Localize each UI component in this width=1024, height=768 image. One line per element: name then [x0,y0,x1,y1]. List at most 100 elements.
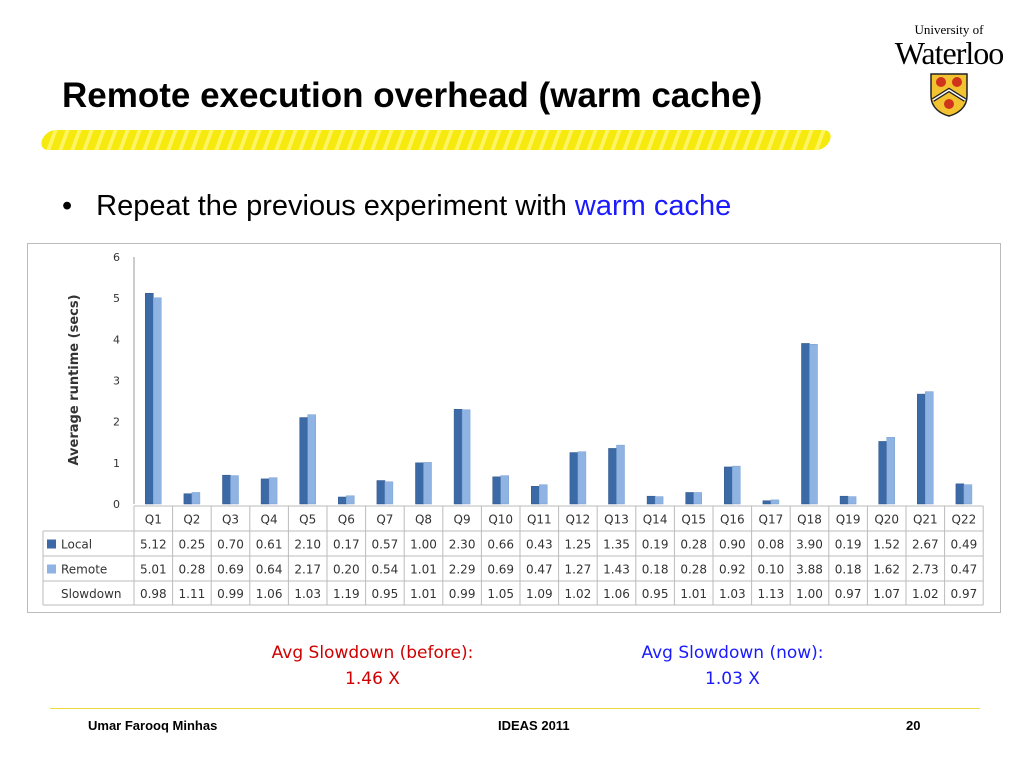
table-cell: 1.02 [912,587,939,601]
bar-remote-Q21 [925,391,934,505]
table-cell: 1.01 [680,587,707,601]
bar-remote-Q13 [616,444,625,505]
bar-local-Q10 [492,476,501,505]
table-cell: 0.49 [951,538,978,552]
table-cell: 0.28 [680,563,707,577]
table-cell: 1.52 [873,538,900,552]
bar-local-Q16 [724,466,733,505]
table-cell: 1.01 [410,563,437,577]
avg-before-value: 1.46 X [345,669,400,689]
x-tick-label: Q5 [299,513,316,527]
legend-label: Local [61,538,92,552]
bar-remote-Q22 [963,484,973,505]
x-tick-label: Q21 [913,513,938,527]
bar-local-Q4 [260,478,270,505]
table-cell: 0.99 [217,587,244,601]
bar-local-Q20 [878,441,887,505]
logo-text-top: University of [914,22,984,37]
table-cell: 1.07 [873,587,900,601]
bar-local-Q17 [762,500,772,505]
legend-label: Slowdown [61,587,122,601]
bar-remote-Q20 [886,437,895,505]
table-cell: 0.90 [719,538,746,552]
y-tick-label: 5 [113,292,120,305]
bar-local-Q12 [569,452,579,505]
table-cell: 0.98 [140,587,167,601]
bar-remote-Q15 [693,492,702,505]
table-cell: 0.47 [526,563,553,577]
table-cell: 0.19 [835,538,862,552]
table-cell: 1.03 [294,587,321,601]
bar-local-Q7 [376,480,386,505]
table-cell: 0.20 [333,563,360,577]
table-cell: 1.06 [256,587,283,601]
x-tick-label: Q15 [681,513,706,527]
table-cell: 5.01 [140,563,167,577]
table-cell: 2.10 [294,538,321,552]
table-cell: 0.69 [217,563,244,577]
university-logo: University of Waterloo [884,22,1014,118]
y-tick-label: 4 [113,333,120,346]
table-cell: 0.17 [333,538,360,552]
table-cell: 0.18 [835,563,862,577]
table-cell: 0.95 [372,587,399,601]
footer-page-number: 20 [906,718,921,733]
x-tick-label: Q4 [261,513,278,527]
table-cell: 3.90 [796,538,823,552]
avg-before-label: Avg Slowdown (before): [271,643,474,663]
bar-remote-Q9 [461,409,471,505]
chart-svg: 0 1 2 3 4 5 6 Average runtime (secs) Q1 Q2 Q3 Q4 Q5 Q… [42,251,984,606]
table-cell: 1.19 [333,587,360,601]
table-cell: 1.62 [873,563,900,577]
bar-remote-Q17 [770,499,780,505]
table-cell: 2.30 [449,538,476,552]
bar-remote-Q19 [847,496,857,505]
table-cell: 2.29 [449,563,476,577]
table-cell: 0.43 [526,538,553,552]
x-tick-label: Q7 [376,513,393,527]
bar-remote-Q6 [346,495,355,505]
x-tick-label: Q2 [183,513,200,527]
bar-local-Q21 [917,393,926,505]
x-tick-label: Q18 [797,513,822,527]
bar-remote-Q14 [654,496,664,505]
legend-label: Remote [61,563,107,577]
x-tick-label: Q14 [643,513,668,527]
table-cell: 1.00 [796,587,823,601]
table-cell: 0.92 [719,563,746,577]
runtime-chart: 0 1 2 3 4 5 6 Average runtime (secs) Q1 Q2 Q3 Q4 Q5 Q… [27,243,1001,613]
table-cell: 2.67 [912,538,939,552]
bar-remote-Q3 [230,475,239,505]
bar-local-Q11 [531,486,540,505]
bar-remote-Q2 [191,492,201,505]
bar-remote-Q8 [423,462,432,505]
bullet-point: • Repeat the previous experiment with war… [62,190,732,222]
table-cell: 1.06 [603,587,630,601]
bullet-text: Repeat the previous experiment with [96,190,575,222]
table-cell: 0.47 [951,563,978,577]
table-cell: 0.99 [449,587,476,601]
bar-local-Q19 [839,495,849,505]
table-cell: 0.28 [179,563,206,577]
bar-remote-Q10 [500,475,509,505]
bar-remote-Q11 [539,484,548,505]
bar-local-Q14 [646,495,656,505]
table-cell: 3.88 [796,563,823,577]
x-tick-label: Q22 [952,513,977,527]
table-cell: 1.01 [410,587,437,601]
table-cell: 1.43 [603,563,630,577]
bar-local-Q1 [145,292,154,505]
table-cell: 1.11 [179,587,206,601]
table-cell: 5.12 [140,538,167,552]
slide-title: Remote execution overhead (warm cache) [62,76,763,115]
y-tick-label: 1 [113,457,120,470]
table-cell: 0.08 [758,538,785,552]
y-tick-label: 0 [113,498,120,511]
x-tick-label: Q12 [566,513,591,527]
y-axis-label: Average runtime (secs) [67,294,82,465]
x-tick-label: Q9 [454,513,471,527]
bar-local-Q2 [183,493,193,505]
table-cell: 1.35 [603,538,630,552]
bar-local-Q18 [801,343,810,505]
x-tick-label: Q16 [720,513,745,527]
